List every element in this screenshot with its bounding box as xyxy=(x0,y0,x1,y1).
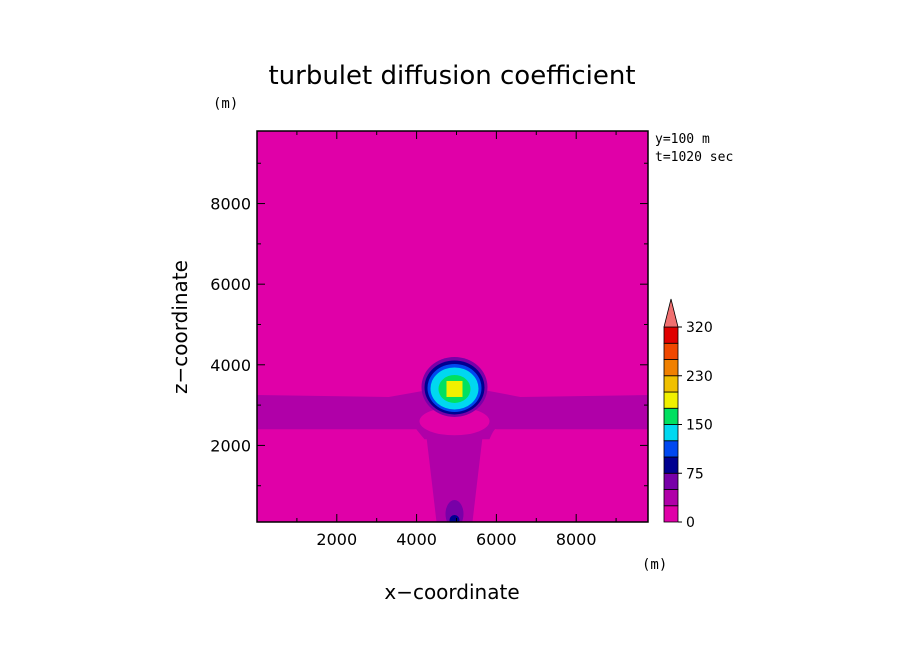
colorbar-tick-label-75: 75 xyxy=(686,466,704,482)
y-tick-label-8000: 8000 xyxy=(210,195,251,214)
colorbar-segment-9 xyxy=(663,359,679,377)
contour-field xyxy=(257,131,648,522)
chart-title: turbulet diffusion coefficient xyxy=(268,61,635,91)
colorbar-segment-10 xyxy=(663,342,679,360)
plot-frame xyxy=(256,130,649,523)
colorbar-tick-label-150: 150 xyxy=(686,418,713,434)
colorbar-segment-0 xyxy=(663,505,679,523)
colorbar-segment-4 xyxy=(663,440,679,458)
x-tick-label-8000: 8000 xyxy=(556,530,597,549)
colorbar-segment-8 xyxy=(663,375,679,393)
x-tick-label-4000: 4000 xyxy=(396,530,437,549)
colorbar-segment-3 xyxy=(663,456,679,474)
colorbar-segment-7 xyxy=(663,391,679,409)
colorbar-tick-label-0: 0 xyxy=(686,515,695,531)
field-core-peak xyxy=(446,380,463,397)
y-tick-label-4000: 4000 xyxy=(210,356,251,375)
colorbar: 0 75 150 230 320 xyxy=(663,298,713,531)
x-tick-label-2000: 2000 xyxy=(316,530,357,549)
colorbar-segment-2 xyxy=(663,472,679,490)
field-source-inner xyxy=(449,515,460,522)
x-tick-label-6000: 6000 xyxy=(476,530,517,549)
annotation-y-slice: y=100 m xyxy=(655,132,710,147)
colorbar-segment-5 xyxy=(663,424,679,442)
y-unit-label: (m) xyxy=(213,96,238,112)
x-axis-label: x−coordinate xyxy=(384,580,519,604)
y-axis-label: z−coordinate xyxy=(168,260,192,394)
colorbar-segment-11 xyxy=(663,326,679,344)
colorbar-segment-6 xyxy=(663,407,679,425)
annotation-time: t=1020 sec xyxy=(655,150,733,165)
colorbar-tick-label-320: 320 xyxy=(686,320,713,336)
axes: 2000 4000 6000 8000 2000 4000 6000 8000 xyxy=(210,131,648,549)
colorbar-segment-1 xyxy=(663,489,679,507)
y-tick-label-6000: 6000 xyxy=(210,275,251,294)
field-source-outer xyxy=(445,500,464,522)
y-tick-label-2000: 2000 xyxy=(210,436,251,455)
colorbar-tick-label-230: 230 xyxy=(686,369,713,385)
colorbar-extend-arrow xyxy=(663,298,679,328)
x-unit-label: (m) xyxy=(642,557,667,573)
field-plume-column xyxy=(426,437,483,522)
field-under-core xyxy=(419,407,490,436)
